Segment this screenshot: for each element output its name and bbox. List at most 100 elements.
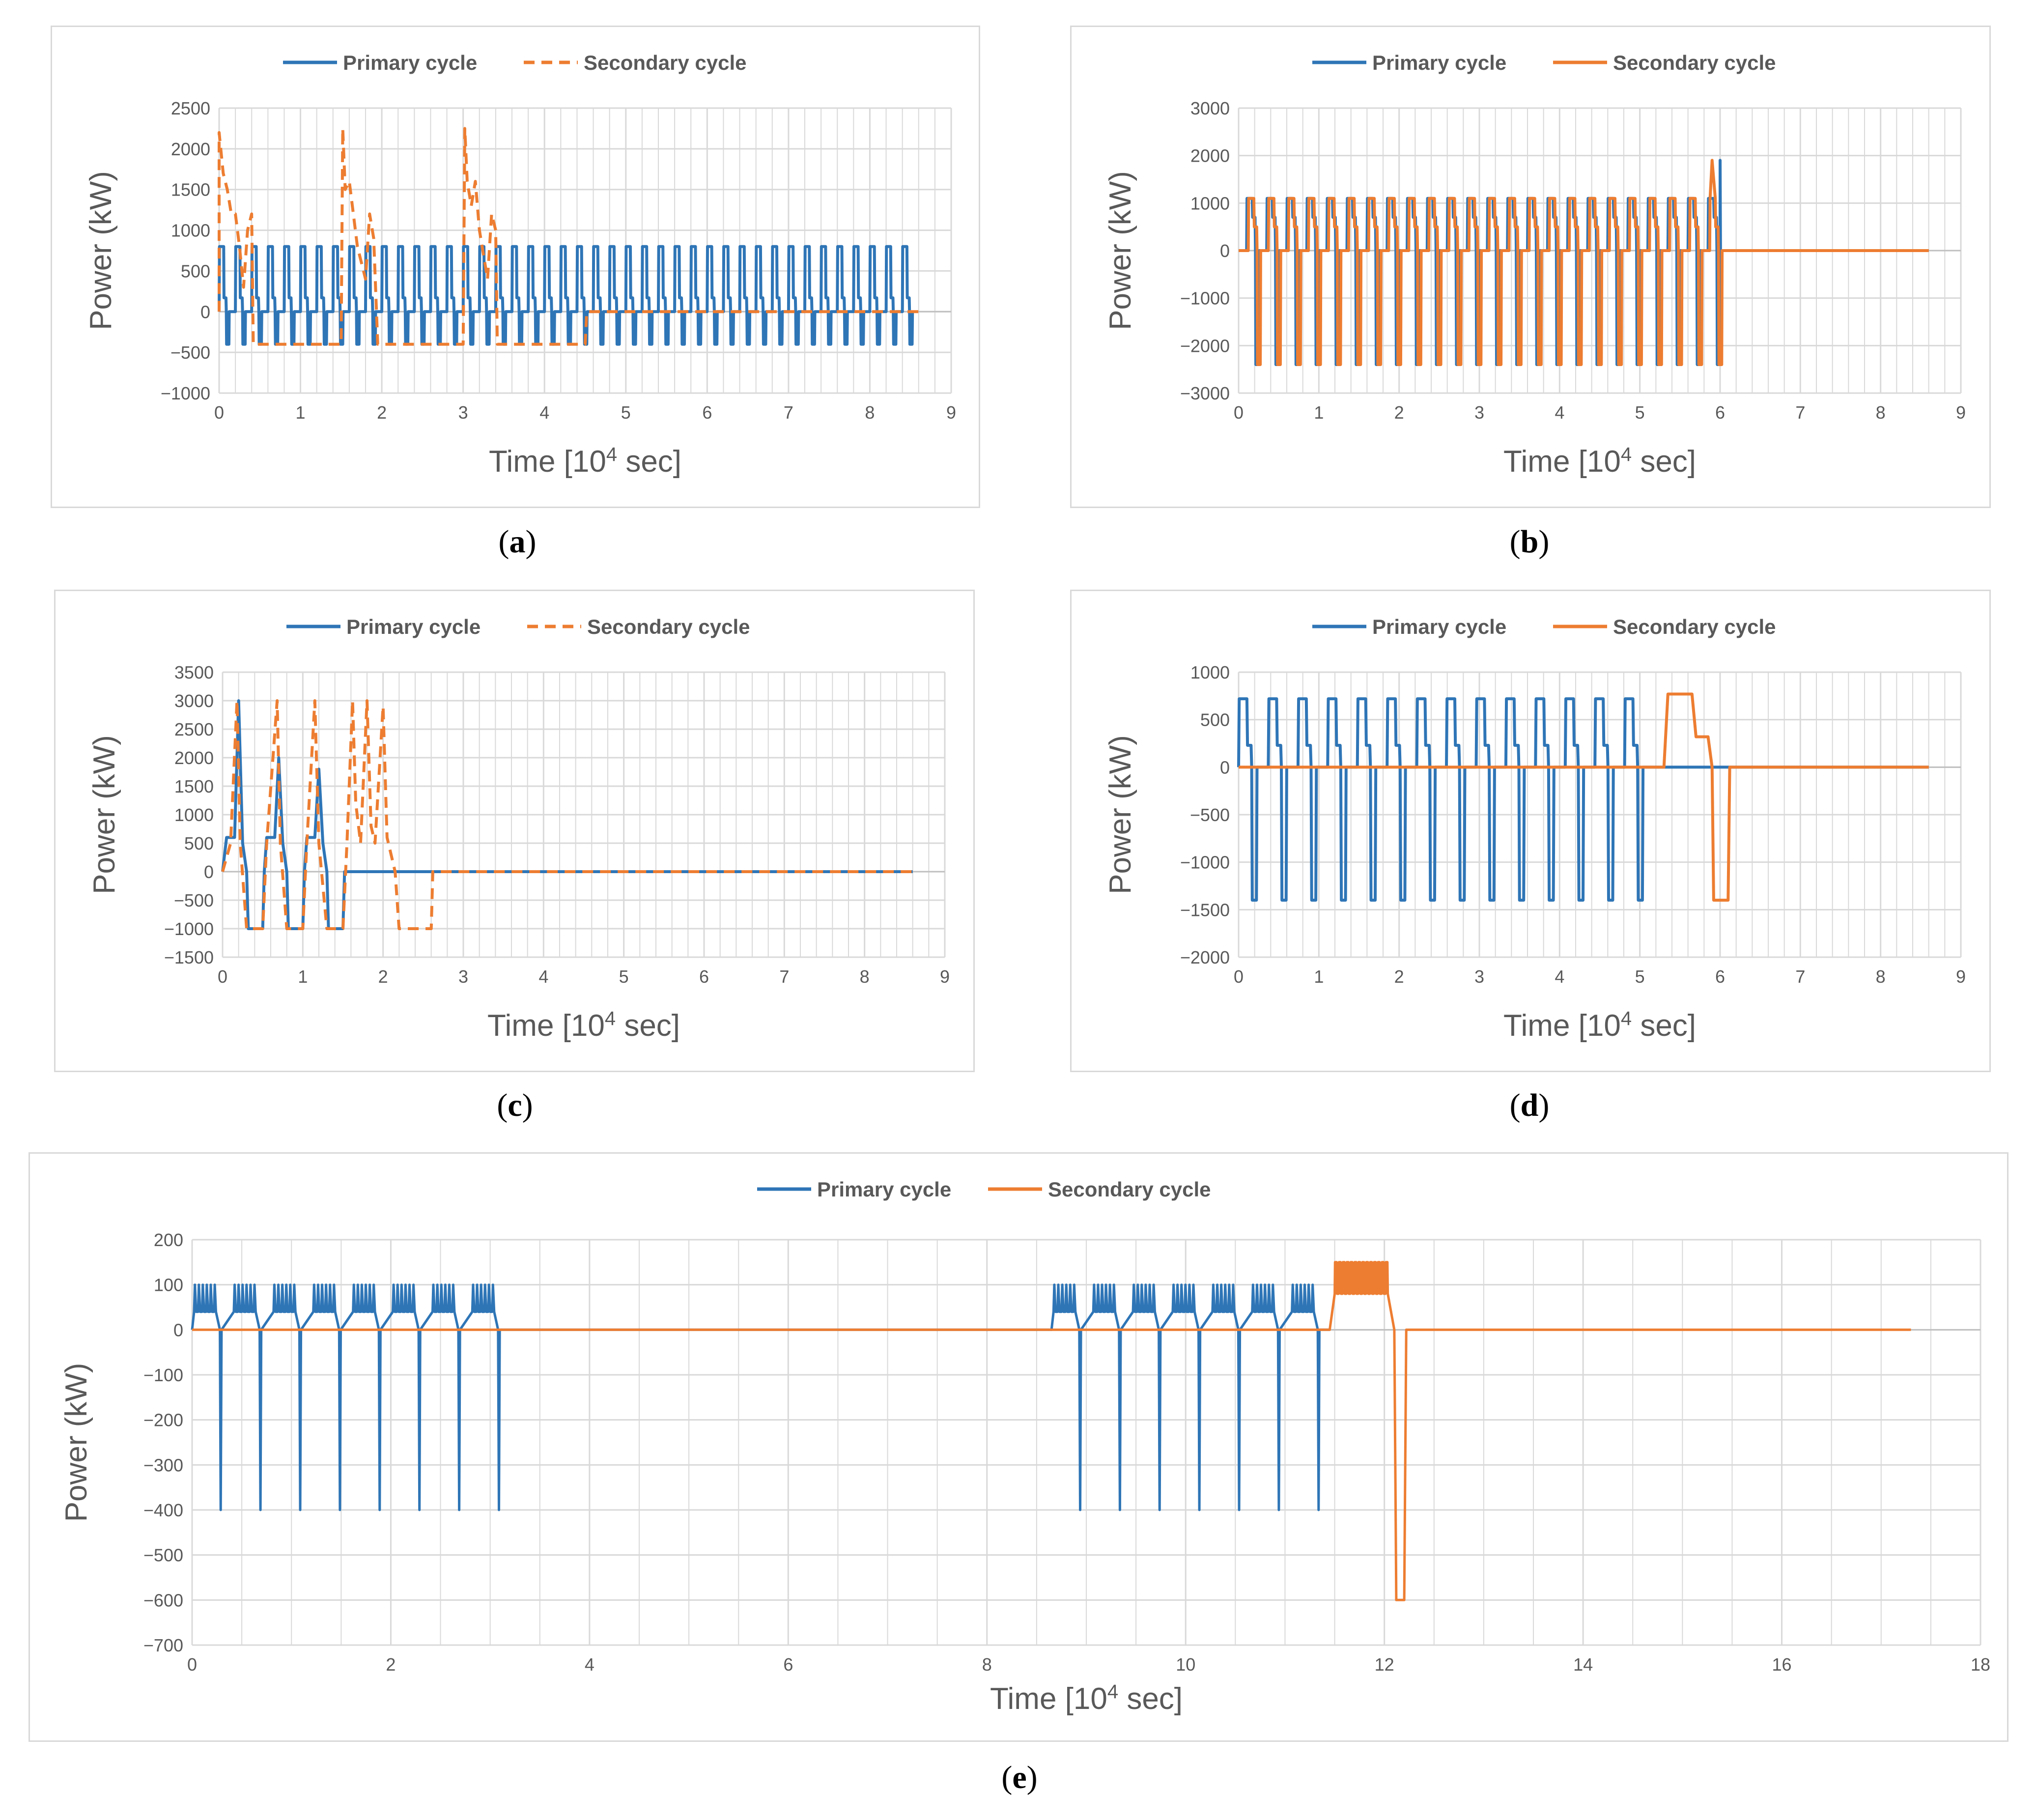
chart-svg-a: −1000 −500 0 500 1000 1500 2000 2500 0 1 2 3 4 5 6 7 8 9 T… [84,51,956,479]
x-tick-label: 2 [1394,967,1404,987]
y-axis-label: Power (kW) [1103,735,1137,894]
y-tick-label: 2000 [1190,146,1230,166]
y-tick-label: 500 [1200,710,1230,730]
y-tick-label: 1000 [171,221,210,241]
x-tick-label: 12 [1375,1654,1394,1675]
x-axis-label: Time [104 sec] [1503,1008,1696,1043]
x-tick-label: 2 [378,967,388,987]
chart-svg-c: −1500−1000−50005001000150020002500300035… [87,615,950,1043]
series-line-secondary [192,1261,1911,1601]
series-line-primary [218,245,914,346]
x-tick-label: 3 [458,402,468,423]
x-tick-label: 7 [784,402,793,423]
y-tick-label: −1500 [164,947,214,967]
y-tick-label: −2000 [1180,336,1230,356]
chart-panel-d: −2000 −1500 −1000 −500 0 500 1000 0 1 2 3 4 5 6 7 8 9 Tim… [1070,590,1991,1072]
y-tick-label: 0 [173,1320,183,1340]
y-tick-label: 0 [200,302,210,322]
x-tick-label: 6 [702,402,712,423]
x-tick-label: 9 [1956,402,1966,423]
y-tick-label: 1500 [171,180,210,200]
x-tick-label: 16 [1772,1654,1792,1675]
y-tick-label: 2500 [171,98,210,118]
y-tick-label: −200 [143,1410,183,1430]
y-tick-label: −300 [143,1455,183,1475]
x-tick-label: 2 [386,1654,396,1675]
x-tick-label: 0 [1234,402,1244,423]
legend-label-primary: Primary cycle [1372,51,1506,74]
legend-label-secondary: Secondary cycle [587,615,750,638]
legend-label-primary: Primary cycle [346,615,481,638]
x-tick-label: 9 [946,402,956,423]
x-tick-label: 4 [585,1654,594,1675]
x-tick-label: 5 [619,967,629,987]
y-tick-label: −400 [143,1500,183,1520]
x-tick-label: 4 [539,402,549,423]
x-tick-label: 9 [1956,967,1966,987]
legend-label-primary: Primary cycle [817,1178,951,1201]
y-axis-label: Power (kW) [1103,171,1137,330]
y-tick-label: −500 [170,342,210,363]
legend-label-primary: Primary cycle [343,51,477,74]
y-tick-label: 3000 [1190,98,1230,118]
series-line-secondary [218,127,919,346]
x-tick-label: 0 [1234,967,1244,987]
series-line-primary [221,699,913,930]
x-tick-label: 1 [296,402,306,423]
x-tick-label: 4 [1555,402,1564,423]
legend-label-secondary: Secondary cycle [1048,1178,1211,1201]
x-tick-label: 6 [1715,967,1725,987]
series-line-primary [1245,159,1929,366]
y-tick-label: 1000 [1190,662,1230,682]
chart-svg-d: −2000 −1500 −1000 −500 0 500 1000 0 1 2 3 4 5 6 7 8 9 Tim… [1103,615,1966,1043]
x-tick-label: 0 [187,1654,197,1675]
y-tick-label: 2000 [174,748,214,768]
x-tick-label: 0 [214,402,224,423]
y-tick-label: 3500 [174,662,214,682]
x-tick-label: 8 [1876,967,1886,987]
legend-label-secondary: Secondary cycle [584,51,747,74]
x-tick-label: 10 [1176,1654,1195,1675]
y-tick-label: 2500 [174,719,214,739]
y-tick-label: 500 [181,261,210,281]
x-tick-label: 2 [377,402,387,423]
y-axis-label: Power (kW) [87,735,121,894]
x-tick-label: 7 [1795,402,1805,423]
series-line-secondary [1239,159,1929,366]
y-tick-label: −3000 [1180,383,1230,403]
x-axis-label: Time [104 sec] [990,1681,1183,1716]
y-tick-label: 1500 [174,776,214,796]
y-tick-label: 1000 [1190,193,1230,213]
x-tick-label: 2 [1394,402,1404,423]
chart-panel-c: −1500 −1000 −500 0 500 1000 1500 2000 2500 3000 35… [54,590,975,1072]
y-tick-label: 500 [184,833,214,853]
y-tick-label: 0 [1220,241,1230,261]
chart-svg-e: −700 −600 −500 −400 −300 −200 −100 0 100 200 0 2 4 6 8… [59,1178,1990,1716]
legend-label-secondary: Secondary cycle [1613,615,1776,638]
x-tick-label: 8 [1876,402,1886,423]
legend-label-secondary: Secondary cycle [1613,51,1776,74]
x-tick-label: 0 [218,967,227,987]
x-tick-label: 7 [779,967,789,987]
y-tick-label: −2000 [1180,947,1230,967]
y-tick-label: −700 [143,1635,183,1655]
y-tick-label: −1000 [161,383,210,403]
series-line-secondary [1239,692,1929,902]
y-axis-label: Power (kW) [59,1363,93,1522]
x-tick-label: 3 [458,967,468,987]
x-tick-label: 1 [1314,402,1324,423]
x-tick-label: 4 [538,967,548,987]
caption-d: (d) [1509,1087,1550,1123]
y-tick-label: −100 [143,1365,183,1385]
y-tick-label: −500 [174,890,214,910]
x-tick-label: 6 [699,967,709,987]
y-tick-label: 0 [204,862,214,882]
y-tick-label: 200 [154,1230,183,1250]
x-tick-label: 1 [1314,967,1324,987]
x-tick-label: 7 [1795,967,1805,987]
series-line-primary [1237,697,1929,902]
x-tick-label: 6 [1715,402,1725,423]
x-tick-label: 5 [621,402,631,423]
x-tick-label: 5 [1635,402,1645,423]
y-tick-label: 3000 [174,691,214,711]
